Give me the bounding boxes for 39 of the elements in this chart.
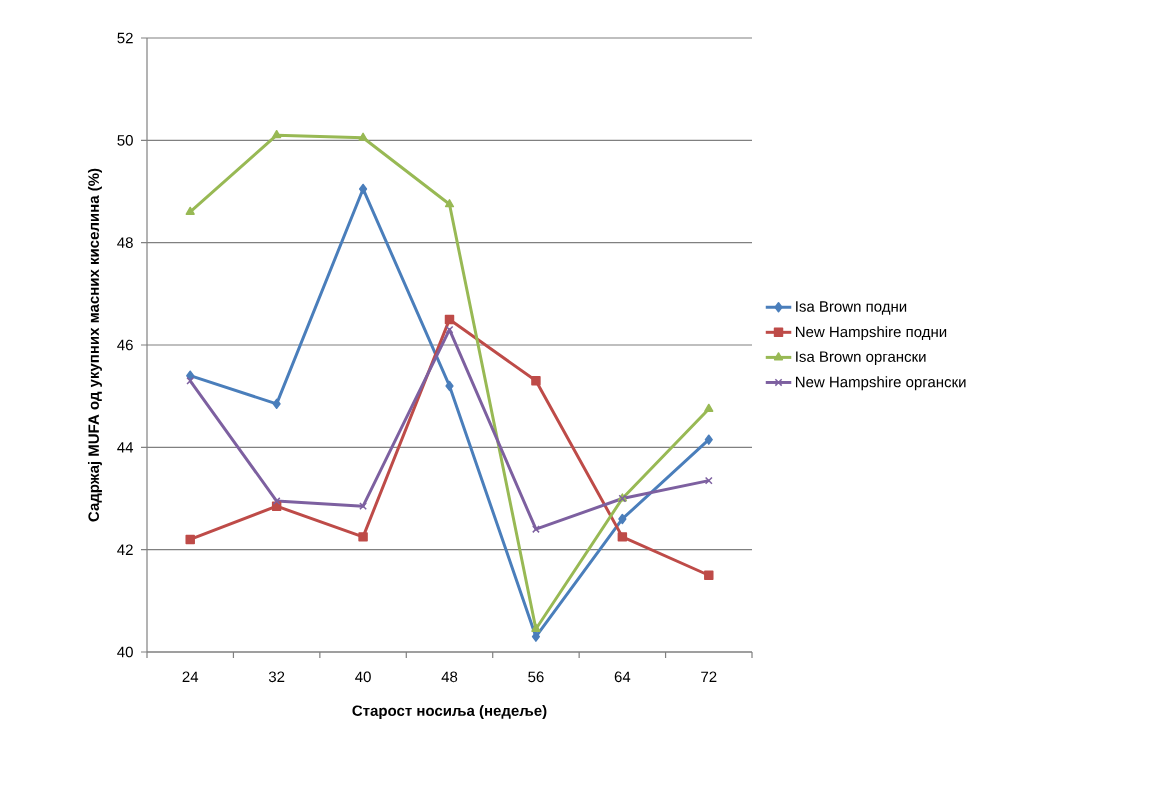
point — [444, 314, 455, 325]
point — [531, 623, 541, 632]
point — [186, 376, 195, 385]
point — [704, 403, 714, 412]
x-axis-title: Старост носиља (недеље) — [352, 704, 547, 719]
y-tick-label: 46 — [117, 339, 133, 351]
point — [358, 132, 368, 141]
legend-label: New Hampshire подни — [795, 326, 947, 341]
x-tick-label: 32 — [268, 671, 285, 683]
point — [445, 380, 454, 392]
x-tick-label: 64 — [614, 671, 631, 683]
y-tick-label: 52 — [117, 32, 133, 44]
y-tick-label: 44 — [117, 442, 134, 453]
x-tick-label: 40 — [355, 671, 371, 683]
point — [531, 631, 541, 642]
point — [358, 532, 368, 542]
x-tick-label: 24 — [182, 671, 199, 682]
point — [272, 398, 281, 410]
point — [704, 570, 714, 580]
point — [617, 532, 628, 542]
x-tick-label: 72 — [701, 671, 717, 682]
point — [444, 199, 455, 208]
point — [704, 434, 713, 445]
x-tick-label: 48 — [441, 671, 458, 683]
y-tick-label: 42 — [117, 544, 133, 555]
point — [185, 534, 195, 545]
point — [185, 206, 195, 215]
y-axis-title: Садржај MUFA од укупних масних киселина (%) — [87, 168, 102, 522]
x-tick-label: 56 — [528, 671, 544, 683]
point — [618, 513, 627, 525]
y-tick-label: 40 — [117, 646, 133, 658]
legend-label: New Hampshire органски — [795, 376, 966, 391]
point — [358, 183, 368, 195]
legend-label: Isa Brown подни — [796, 301, 907, 315]
point — [272, 129, 282, 139]
legend-label: Isa Brown органски — [796, 351, 926, 365]
point — [531, 376, 541, 386]
y-tick-label: 48 — [117, 237, 133, 248]
y-tick-label: 50 — [117, 135, 133, 146]
